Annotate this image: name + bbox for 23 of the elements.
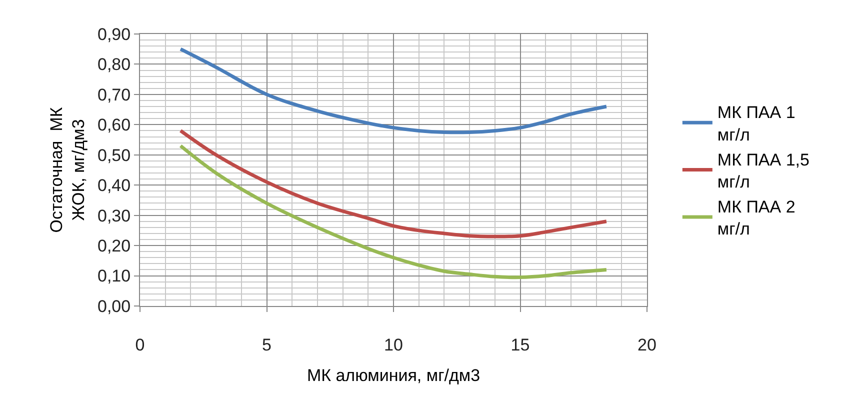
x-axis-title: МК алюминия, мг/дм3 [306, 366, 480, 385]
x-tick-label: 5 [262, 335, 272, 354]
y-tick-label: 0,90 [98, 24, 131, 44]
y-tick-label: 0,70 [98, 85, 131, 104]
y-tick-label: 0,60 [98, 116, 131, 135]
y-tick-label: 0,30 [98, 206, 131, 226]
line-series [178, 47, 608, 134]
y-tick-label: 0,80 [98, 55, 131, 74]
y-tick-label: 0,40 [98, 176, 131, 196]
y-tick-label: 0,20 [98, 236, 131, 256]
legend-label: МК ПАА 2 мг/л [717, 198, 796, 239]
x-tick-label: 15 [510, 335, 530, 354]
x-tick-label: 0 [135, 335, 145, 354]
y-tick-label: 0,10 [98, 266, 131, 286]
y-axis-title: Остаточная МК ЖОК, мг/дм3 [46, 107, 88, 233]
x-tick-label: 20 [638, 335, 656, 354]
legend-label: МК ПАА 1 мг/л [717, 103, 796, 144]
y-tick-label: 0,00 [98, 296, 131, 316]
line-series [178, 144, 608, 280]
line-series [178, 128, 608, 238]
x-tick-label: 10 [384, 335, 403, 354]
y-tick-label: 0,50 [98, 146, 131, 165]
legend-label: МК ПАА 1,5 мг/л [717, 150, 810, 192]
